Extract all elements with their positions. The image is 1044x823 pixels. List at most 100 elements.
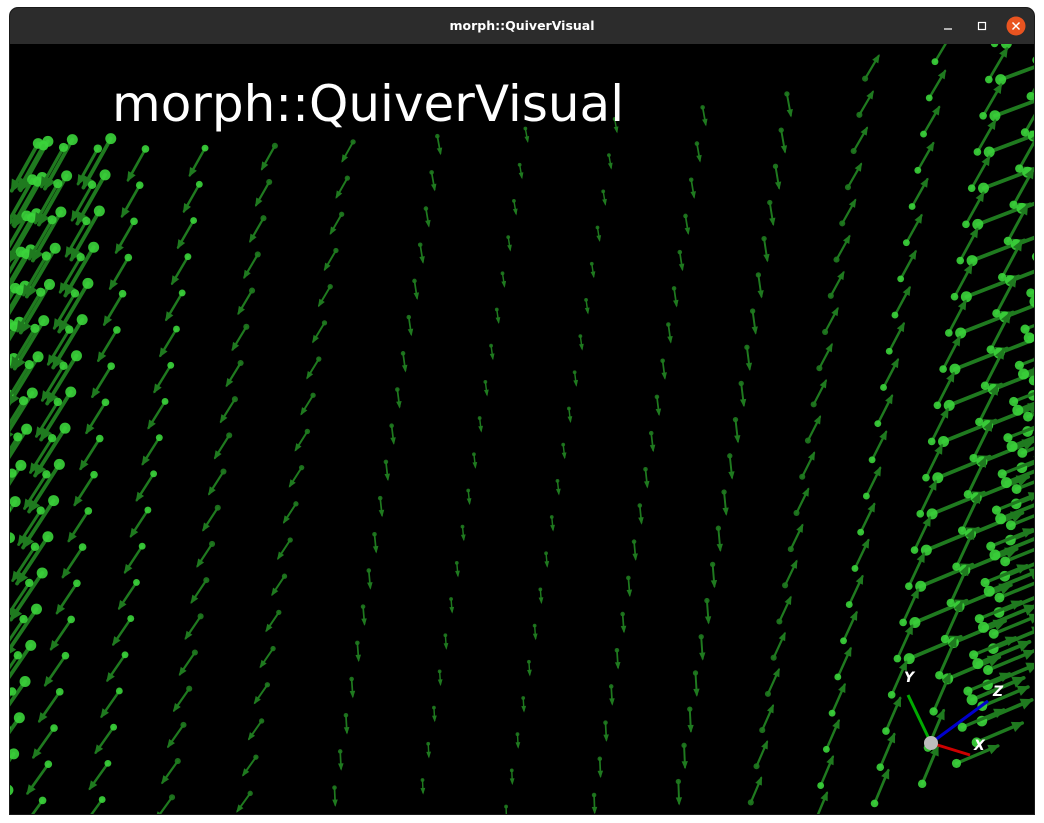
quiver-arrow [778, 127, 788, 154]
y-axis-line [906, 694, 933, 744]
quiver-arrow [355, 640, 362, 663]
quiver-arrow [10, 785, 14, 796]
quiver-arrow [738, 380, 747, 408]
quiver-arrow [905, 552, 926, 591]
quiver-arrow [17, 140, 49, 191]
quiver-arrow [165, 289, 186, 322]
quiver-arrow [902, 213, 923, 247]
quiver-arrow [856, 90, 874, 118]
quiver-arrow [828, 682, 846, 717]
quiver-arrow [920, 105, 941, 138]
quiver-arrow [231, 323, 250, 352]
quiver-arrow [494, 307, 501, 325]
quiver-arrow [117, 578, 140, 610]
quiver-arrow [247, 718, 265, 741]
quiver-arrow [929, 672, 952, 716]
quiver-arrow [260, 142, 278, 171]
quiver-arrow [466, 488, 472, 506]
quiver-arrow [26, 760, 53, 795]
quiver-arrow [1020, 113, 1034, 137]
quiver-arrow [963, 456, 987, 499]
quiver-arrow [10, 639, 37, 686]
quiver-arrow [874, 394, 894, 428]
quiver-arrow [643, 467, 650, 489]
quiver-arrow [997, 456, 1034, 479]
quiver-arrow [1006, 435, 1034, 452]
quiver-arrow [432, 705, 437, 723]
quiver-arrow [460, 524, 466, 542]
quiver-arrow [120, 181, 144, 218]
quiver-arrow [709, 561, 718, 589]
quiver-arrow [772, 163, 782, 190]
quiver-arrow [449, 597, 455, 614]
quiver-arrow [834, 646, 852, 681]
close-button[interactable] [1006, 16, 1026, 36]
quiver-arrow [980, 563, 1029, 588]
minimize-button[interactable] [938, 16, 958, 36]
quiver-arrow [182, 180, 203, 214]
quiver-arrow [810, 379, 827, 408]
quiver-arrow [317, 284, 333, 308]
quiver-arrow [549, 515, 555, 532]
quiver-arrow [35, 397, 63, 438]
quiver-arrow [880, 358, 900, 391]
quiver-arrow [178, 649, 198, 677]
quiver-arrow [97, 326, 121, 363]
quiver-arrow [523, 126, 530, 144]
quiver-arrow [891, 285, 911, 319]
quiver-arrow [1032, 56, 1034, 64]
quiver-arrow [129, 506, 152, 538]
axes-origin-sphere [924, 736, 938, 750]
quiver-arrow [972, 639, 1032, 670]
minimize-icon [944, 28, 952, 30]
quiver-arrow [927, 407, 950, 446]
quiver-arrow [910, 515, 932, 554]
x-axis-label: X [973, 738, 986, 754]
quiver-arrow [764, 667, 780, 697]
quiver-arrow [660, 358, 667, 380]
quiver-arrow [312, 320, 328, 344]
quiver-arrow [816, 791, 829, 814]
quiver-arrow [935, 636, 958, 680]
quiver-arrow [851, 538, 870, 572]
quiver-arrow [506, 235, 512, 252]
maximize-icon [977, 21, 987, 31]
quiver-arrow [135, 470, 158, 502]
quiver-arrow [997, 239, 1023, 282]
quiver-arrow [994, 577, 1034, 603]
quiver-arrow [931, 44, 947, 66]
maximize-button[interactable] [972, 16, 992, 36]
quiver-arrow [876, 732, 896, 772]
quiver-arrow [67, 507, 93, 543]
quiver-arrow [202, 504, 221, 532]
scene-label: morph::QuiverVisual [112, 75, 625, 133]
quiver-arrow [544, 551, 550, 568]
quiver-arrow [208, 468, 227, 496]
quiver-arrow [980, 348, 1005, 390]
quiver-arrow [85, 398, 110, 435]
gl-viewport[interactable]: morph::QuiverVisual X Y Z [10, 44, 1034, 814]
quiver-arrow [683, 213, 691, 236]
quiver-arrow [64, 216, 91, 258]
quiver-arrow [94, 723, 118, 755]
quiver-arrow [538, 587, 544, 605]
quiver-arrow [637, 503, 644, 525]
quiver-arrow [237, 287, 256, 316]
quiver-arrow [500, 271, 507, 288]
quiver-arrow [770, 631, 786, 661]
quiver-arrow [721, 489, 729, 516]
quiver-arrow [437, 669, 443, 687]
quiver-arrow [176, 217, 198, 250]
quiver-arrow [52, 289, 80, 330]
quiver-arrow [11, 176, 43, 227]
title-bar[interactable]: morph::QuiverVisual [10, 8, 1034, 44]
quiver-arrow [242, 754, 259, 777]
quiver-arrow [698, 634, 706, 661]
quiver-arrow [477, 416, 483, 433]
quiver-arrow [37, 688, 64, 723]
quiver-arrow [1026, 87, 1034, 101]
quiver-arrow [597, 756, 604, 779]
quiver-arrow [349, 676, 356, 699]
quiver-arrow [254, 178, 273, 207]
quiver-arrow [687, 706, 694, 734]
